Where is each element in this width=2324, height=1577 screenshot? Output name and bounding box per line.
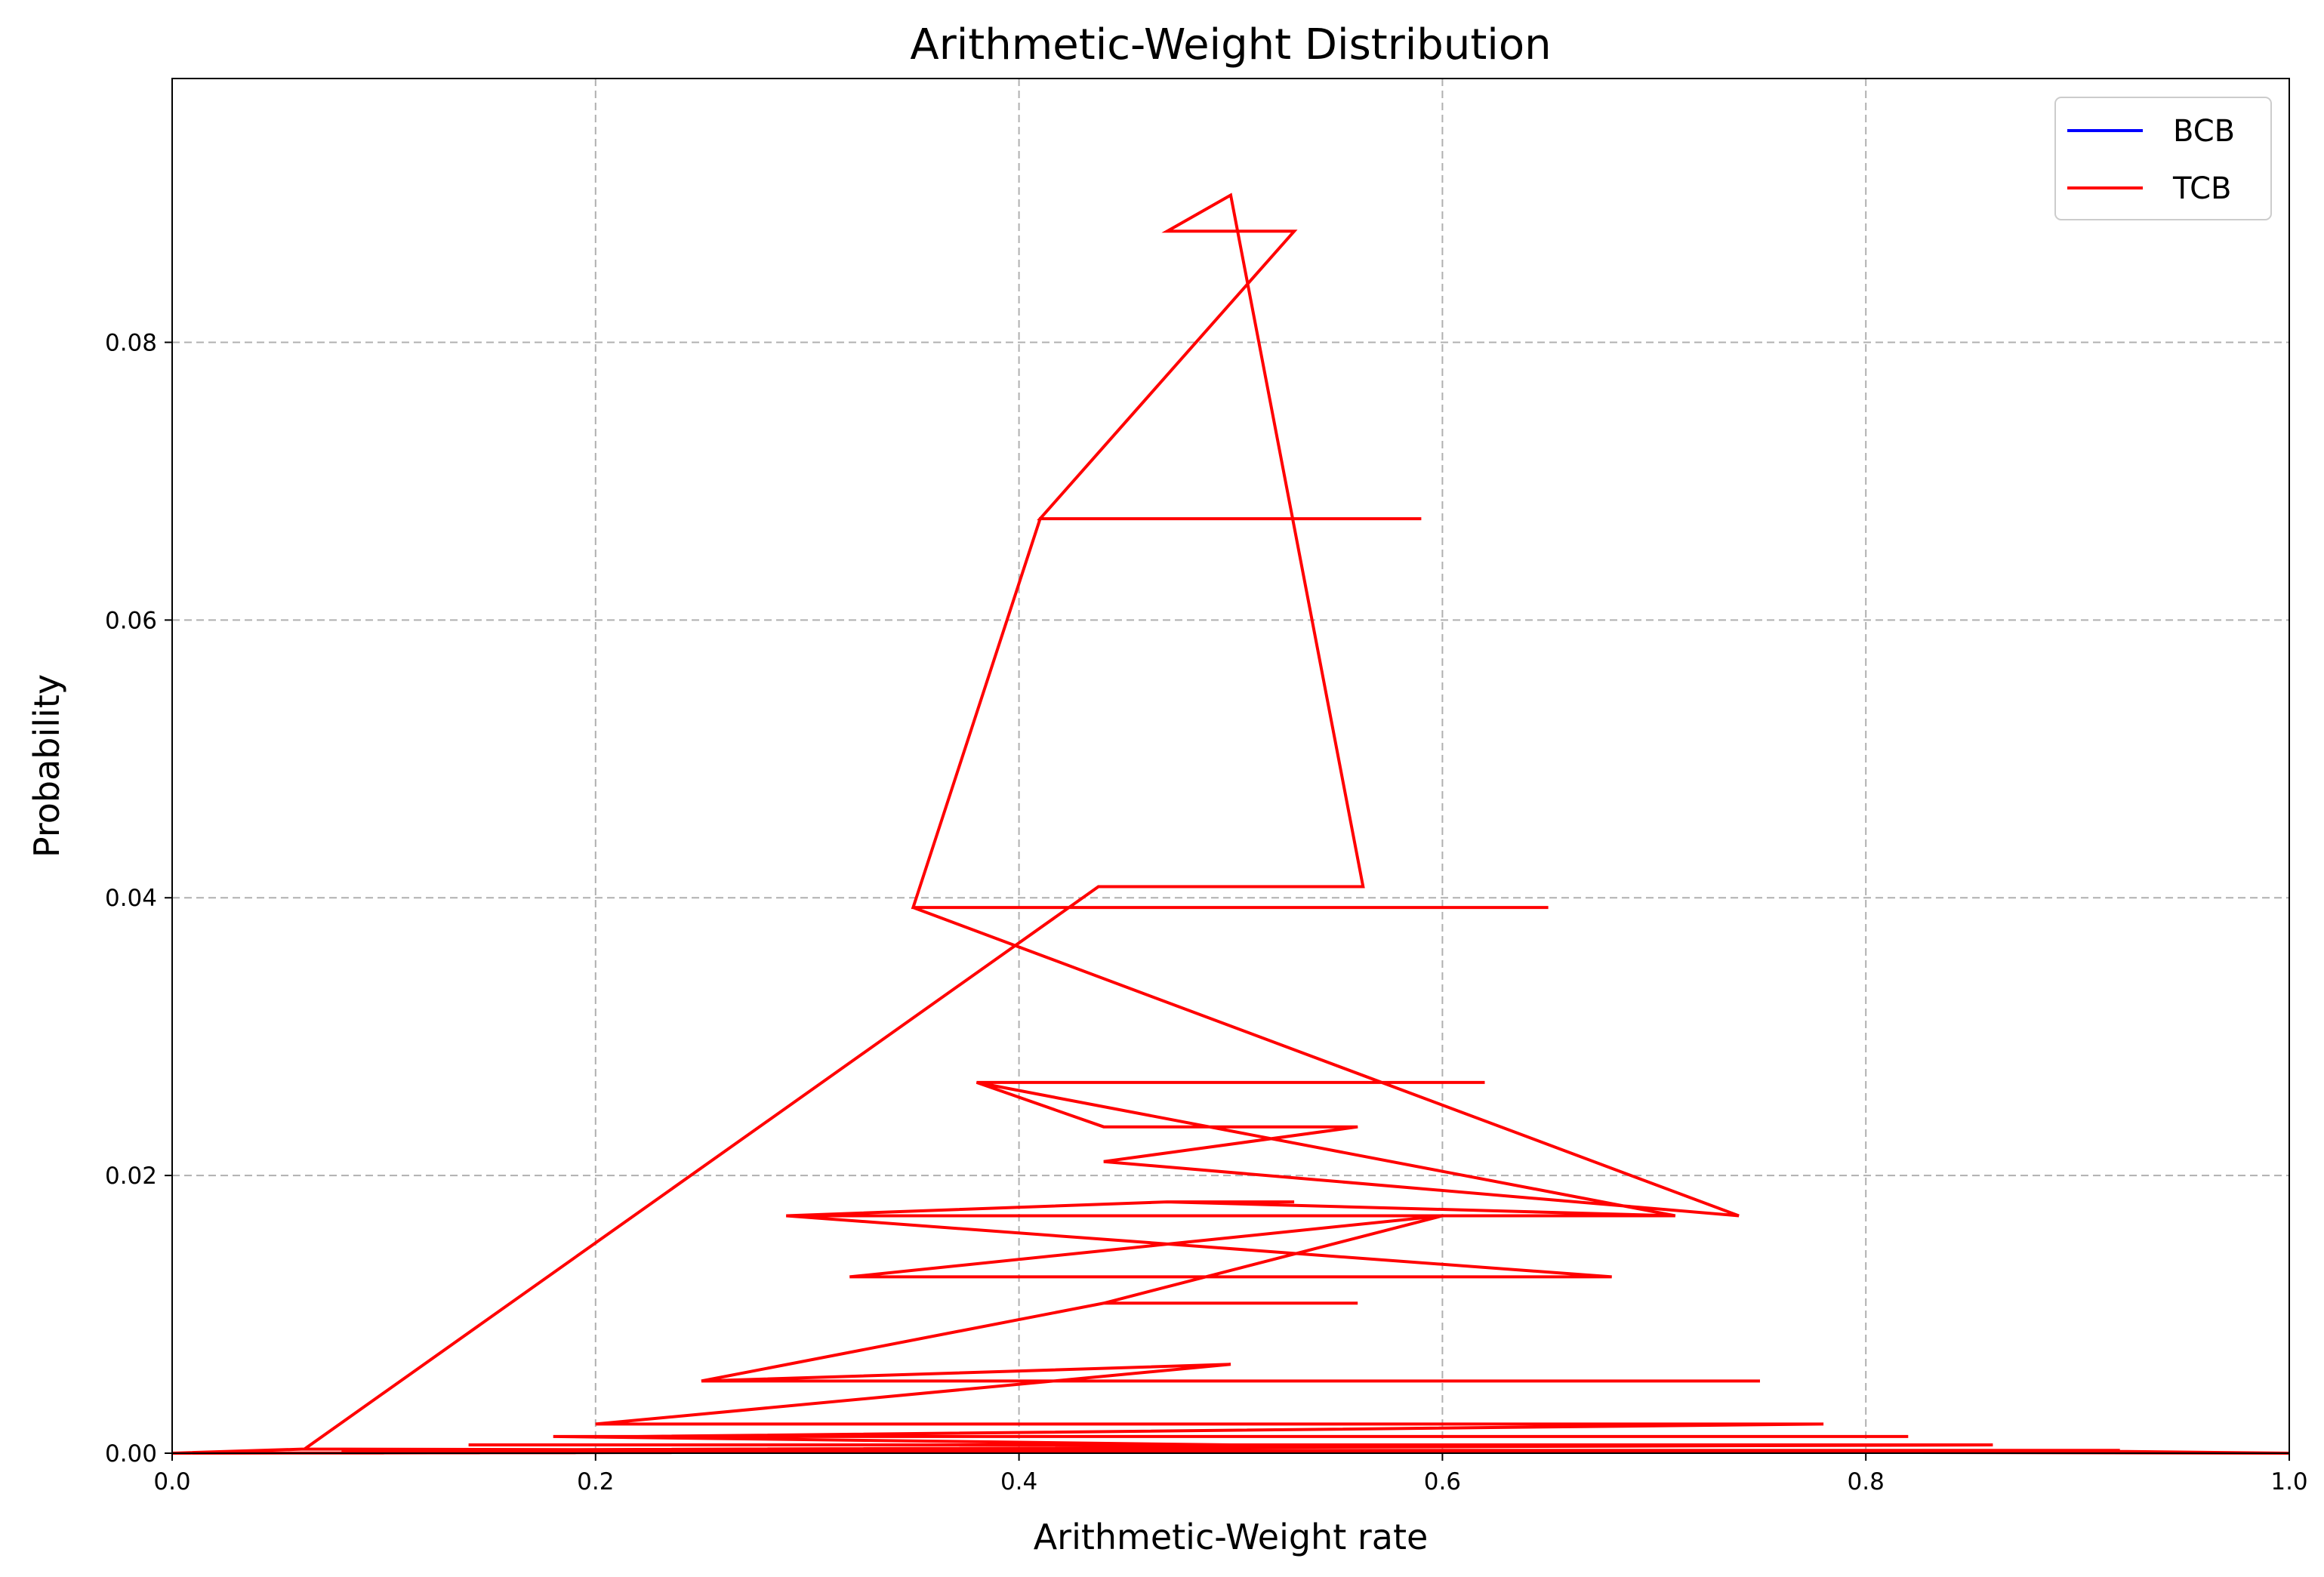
series-line-tcb [171,193,2290,1455]
x-tick-label: 1.0 [2270,1468,2307,1495]
legend-box [2054,97,2272,220]
x-tick-label: 0.6 [1424,1468,1461,1495]
y-axis-label: Probability [26,674,67,858]
x-tick-label: 0.0 [153,1468,190,1495]
chart-title: Arithmetic-Weight Distribution [910,20,1551,69]
x-tick-label: 0.8 [1848,1468,1885,1495]
y-tick-label: 0.06 [105,607,157,634]
grid-lines [172,79,2289,1453]
x-axis-label: Arithmetic-Weight rate [1034,1517,1429,1557]
y-tick-label: 0.08 [105,329,157,356]
x-tick-label: 0.2 [577,1468,614,1495]
x-tick-label: 0.4 [1000,1468,1037,1495]
y-tick-label: 0.00 [105,1440,157,1468]
series-lines [171,193,2290,1455]
y-tick-label: 0.04 [105,885,157,912]
plot-frame [171,78,2290,1454]
legend-label-tcb: TCB [2172,171,2231,206]
legend: BCB TCB [2054,97,2272,220]
legend-label-bcb: BCB [2173,114,2235,149]
y-tick-label: 0.02 [105,1163,157,1190]
axis-ticks: 0.0 0.2 0.4 0.6 0.8 1.0 0.00 0.02 0.04 0.06 0.08 [105,329,2308,1495]
